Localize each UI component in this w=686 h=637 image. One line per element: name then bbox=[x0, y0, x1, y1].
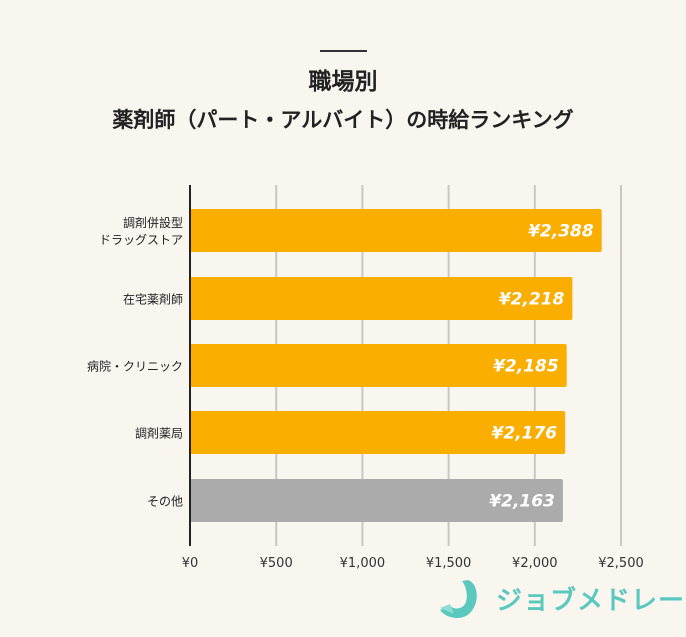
category-label: その他 bbox=[147, 495, 183, 509]
x-tick-label: ¥2,500 bbox=[598, 556, 644, 571]
bar bbox=[190, 209, 602, 252]
bar bbox=[190, 479, 563, 522]
data-label: ¥2,388 bbox=[528, 222, 594, 242]
category-label: 調剤併設型 bbox=[123, 215, 183, 230]
chart-title: 職場別 bbox=[308, 69, 378, 95]
data-label: ¥2,163 bbox=[489, 492, 555, 512]
chart-subtitle: 薬剤師（パート・アルバイト）の時給ランキング bbox=[112, 108, 574, 132]
x-tick-label: ¥500 bbox=[260, 556, 293, 571]
data-label: ¥2,176 bbox=[492, 424, 558, 444]
x-tick-label: ¥1,500 bbox=[426, 556, 472, 571]
x-tick-label: ¥1,000 bbox=[340, 556, 386, 571]
x-tick-label: ¥0 bbox=[182, 556, 199, 571]
data-label: ¥2,218 bbox=[499, 290, 565, 310]
category-label: 調剤薬局 bbox=[135, 426, 183, 441]
brand-logo: ジョブメドレー bbox=[436, 578, 685, 618]
category-label: 病院・クリニック bbox=[87, 359, 183, 374]
logo-text: ジョブメドレー bbox=[496, 585, 686, 616]
category-label: ドラッグストア bbox=[99, 233, 183, 247]
data-label: ¥2,185 bbox=[493, 357, 559, 377]
bar bbox=[190, 344, 567, 387]
bar bbox=[190, 277, 573, 320]
logo-mark-icon bbox=[440, 580, 477, 618]
title-rule bbox=[320, 50, 367, 52]
category-label: 在宅薬剤師 bbox=[123, 292, 183, 307]
x-tick-label: ¥2,000 bbox=[512, 556, 558, 571]
bar bbox=[190, 411, 566, 454]
